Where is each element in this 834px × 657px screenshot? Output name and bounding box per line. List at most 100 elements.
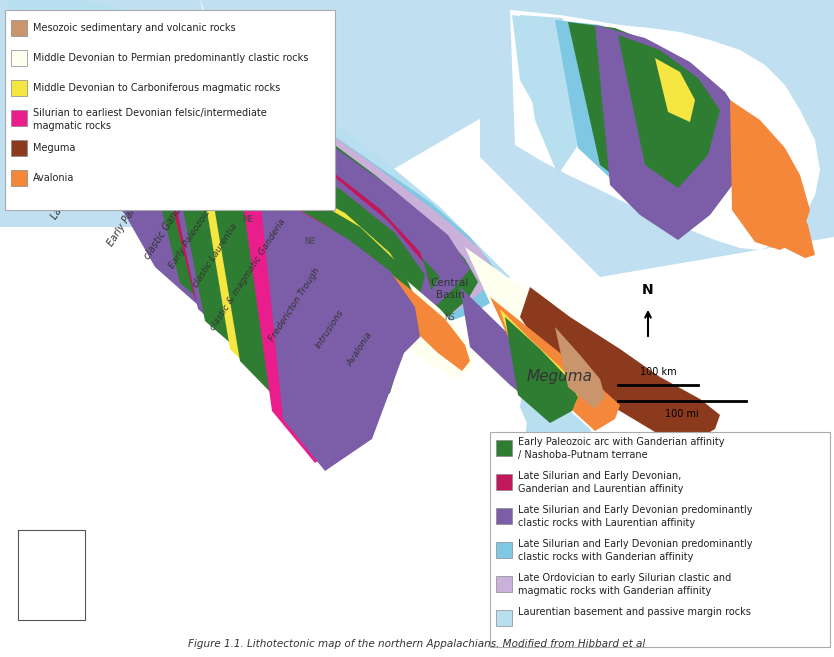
Polygon shape <box>55 59 100 112</box>
Text: NB: NB <box>304 237 315 246</box>
Text: clastic Ganderia: clastic Ganderia <box>143 189 193 261</box>
Bar <box>11 170 27 186</box>
Text: clastic & magmatic Ganderia: clastic & magmatic Ganderia <box>208 217 288 332</box>
Bar <box>496 610 512 626</box>
Polygon shape <box>512 15 572 130</box>
Text: Late Ordovician to early Silurian clastic and: Late Ordovician to early Silurian clasti… <box>518 573 731 583</box>
Polygon shape <box>110 65 470 395</box>
Polygon shape <box>240 182 408 463</box>
Polygon shape <box>748 148 815 258</box>
Polygon shape <box>555 327 605 409</box>
Bar <box>496 440 512 456</box>
Polygon shape <box>520 287 720 441</box>
Polygon shape <box>20 37 115 117</box>
Bar <box>11 80 27 96</box>
Polygon shape <box>200 0 500 177</box>
Text: Ganderian and Laurentian affinity: Ganderian and Laurentian affinity <box>518 484 683 494</box>
Polygon shape <box>5 0 510 347</box>
Text: Meguma: Meguma <box>527 369 593 384</box>
Bar <box>11 140 27 156</box>
Polygon shape <box>205 152 418 449</box>
Polygon shape <box>500 309 580 417</box>
Text: Intrusions: Intrusions <box>314 308 346 350</box>
Text: magmatic rocks: magmatic rocks <box>33 121 111 131</box>
Text: N: N <box>642 283 654 297</box>
Text: NS: NS <box>445 313 455 321</box>
Polygon shape <box>595 25 750 240</box>
Bar <box>496 508 512 524</box>
Text: Early Paleozoic arc with Ganderian affinity: Early Paleozoic arc with Ganderian affin… <box>518 437 725 447</box>
Polygon shape <box>520 15 592 175</box>
Text: Middle Devonian to Carboniferous magmatic rocks: Middle Devonian to Carboniferous magmati… <box>33 83 280 93</box>
Text: CT: CT <box>25 104 35 114</box>
Polygon shape <box>505 317 578 423</box>
Bar <box>490 432 830 647</box>
Text: QUE: QUE <box>282 198 298 206</box>
Text: Early Paleozoic arc: Early Paleozoic arc <box>106 166 164 248</box>
Polygon shape <box>20 47 75 99</box>
Text: Laurentia Basement: Laurentia Basement <box>49 133 111 221</box>
Polygon shape <box>80 42 495 375</box>
Polygon shape <box>95 53 478 385</box>
Text: Narragansett Basin: Narragansett Basin <box>108 97 203 107</box>
Polygon shape <box>490 297 620 431</box>
Bar <box>11 110 27 126</box>
Polygon shape <box>68 67 105 119</box>
Polygon shape <box>618 35 720 188</box>
Text: clastic rocks with Laurentian affinity: clastic rocks with Laurentian affinity <box>518 518 695 528</box>
Bar <box>11 50 27 66</box>
Polygon shape <box>460 287 562 413</box>
Text: Mesozoic sedimentary and volcanic rocks: Mesozoic sedimentary and volcanic rocks <box>33 23 236 33</box>
Polygon shape <box>0 0 230 227</box>
Bar <box>496 542 512 558</box>
Bar <box>496 474 512 490</box>
Bar <box>5 10 335 210</box>
Text: Silurian to earliest Devonian felsic/intermediate: Silurian to earliest Devonian felsic/int… <box>33 108 267 118</box>
Text: RI: RI <box>48 108 56 116</box>
Text: Central
Basin: Central Basin <box>431 278 469 300</box>
Text: Avalonia: Avalonia <box>33 173 74 183</box>
Text: Late Silurian and Early Devonian,: Late Silurian and Early Devonian, <box>518 471 681 481</box>
Text: Nashoba-Putnam terrane: Nashoba-Putnam terrane <box>154 142 285 152</box>
Text: MA: MA <box>56 122 68 131</box>
Text: Late Silurian and Early Devonian predominantly: Late Silurian and Early Devonian predomi… <box>518 505 752 515</box>
Polygon shape <box>25 52 118 133</box>
Text: Middle Devonian to Permian predominantly clastic rocks: Middle Devonian to Permian predominantly… <box>33 53 309 63</box>
Polygon shape <box>50 27 505 362</box>
Text: magmatic rocks with Ganderian affinity: magmatic rocks with Ganderian affinity <box>518 586 711 596</box>
Bar <box>496 576 512 592</box>
Text: clastic Laurentia: clastic Laurentia <box>191 221 239 288</box>
Polygon shape <box>480 0 834 277</box>
Polygon shape <box>510 10 820 250</box>
Polygon shape <box>465 247 615 385</box>
Polygon shape <box>165 117 425 431</box>
Polygon shape <box>85 85 152 162</box>
Polygon shape <box>130 82 440 405</box>
Text: Early Paleozoic: Early Paleozoic <box>168 208 213 270</box>
Text: VT: VT <box>15 152 25 162</box>
Polygon shape <box>195 139 415 441</box>
Polygon shape <box>525 395 600 509</box>
Text: clastic Ganderia/Laurentia: clastic Ganderia/Laurentia <box>134 65 206 170</box>
Polygon shape <box>730 100 810 250</box>
Text: 100 mi: 100 mi <box>666 409 699 419</box>
Text: Avalon: Avalon <box>43 112 68 143</box>
Polygon shape <box>310 217 475 379</box>
Text: Meguma: Meguma <box>33 143 75 153</box>
Polygon shape <box>520 387 760 519</box>
Polygon shape <box>555 20 680 178</box>
Polygon shape <box>655 58 695 122</box>
Text: / Nashoba-Putnam terrane: / Nashoba-Putnam terrane <box>518 450 648 460</box>
Text: ME: ME <box>243 214 254 223</box>
Text: Avalonia: Avalonia <box>345 330 374 368</box>
Bar <box>11 20 27 36</box>
Text: 100 km: 100 km <box>640 367 676 377</box>
Text: clastic rocks with Ganderian affinity: clastic rocks with Ganderian affinity <box>518 552 693 562</box>
Polygon shape <box>145 95 430 413</box>
Polygon shape <box>568 22 712 195</box>
Polygon shape <box>520 392 560 467</box>
Polygon shape <box>370 257 470 371</box>
Text: Laurentian basement and passive margin rocks: Laurentian basement and passive margin r… <box>518 607 751 617</box>
Text: Fredericton Trough: Fredericton Trough <box>268 267 322 344</box>
Polygon shape <box>155 105 432 423</box>
